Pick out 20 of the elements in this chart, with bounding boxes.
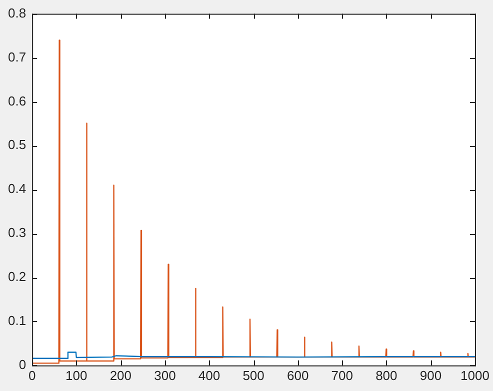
x-tick-label: 200 (110, 368, 132, 383)
y-tick-label: 0.3 (8, 225, 26, 240)
x-tick-label: 700 (331, 368, 353, 383)
x-tick-label: 600 (286, 368, 309, 383)
x-tick-label: 500 (242, 368, 264, 383)
y-tick-label: 0.4 (8, 181, 26, 196)
x-tick-label: 100 (66, 368, 88, 383)
x-tick-label: 300 (154, 368, 176, 383)
x-tick-label: 800 (376, 368, 398, 383)
y-tick-label: 0.8 (8, 5, 26, 20)
y-tick-label: 0.2 (8, 269, 26, 284)
y-tick-label: 0.7 (8, 49, 26, 64)
y-tick-label: 0.1 (8, 313, 26, 328)
x-tick-label: 400 (198, 368, 220, 383)
y-tick-label: 0 (18, 356, 26, 372)
x-tick-label: 900 (420, 368, 442, 383)
y-tick-label: 0.5 (8, 137, 26, 152)
x-tick-label: 0 (28, 368, 36, 383)
x-tick-label: 1000 (460, 368, 490, 383)
y-tick-label: 0.6 (8, 93, 26, 108)
